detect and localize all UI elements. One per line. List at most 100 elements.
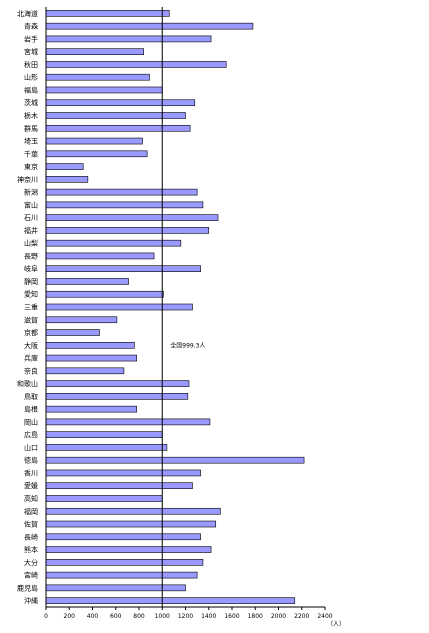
- bar-32: [45, 405, 137, 413]
- category-label-34: 広島: [24, 430, 38, 439]
- bar-13: [45, 163, 84, 170]
- x-tick-label-1: 0: [44, 613, 48, 620]
- category-label-38: 愛媛: [24, 481, 38, 490]
- category-label-24: 三重: [24, 304, 38, 312]
- x-tick-label-12: 2200: [294, 613, 309, 620]
- x-tick-label-8: 1400: [201, 613, 216, 620]
- bar-14: [45, 176, 89, 183]
- x-tick-label-5: 800: [133, 613, 145, 620]
- bar-47: [45, 597, 296, 604]
- bar-44: [45, 559, 204, 566]
- category-label-27: 大阪: [24, 341, 38, 350]
- category-label-26: 京都: [24, 328, 38, 337]
- bars-group: [45, 10, 305, 604]
- bar-19: [45, 239, 182, 247]
- bar-33: [45, 418, 211, 426]
- bar-35: [45, 444, 168, 451]
- bar-22: [45, 278, 129, 285]
- bar-37: [45, 469, 201, 477]
- bar-39: [45, 495, 163, 502]
- reference-annotation: 全国999.3人: [170, 341, 205, 349]
- category-label-17: 石川: [24, 214, 38, 222]
- bar-2: [45, 22, 254, 30]
- category-label-7: 福島: [24, 85, 38, 94]
- bar-40: [45, 507, 221, 515]
- bar-31: [45, 393, 189, 400]
- category-label-21: 岐阜: [24, 264, 38, 273]
- category-label-5: 秋田: [24, 60, 38, 69]
- category-label-25: 滋賀: [24, 315, 38, 324]
- bar-7: [45, 86, 163, 94]
- category-label-11: 埼玉: [24, 137, 38, 146]
- category-label-33: 岡山: [24, 417, 38, 426]
- bar-45: [45, 571, 198, 579]
- category-label-12: 千葉: [24, 149, 38, 158]
- category-label-32: 島根: [24, 405, 38, 414]
- category-label-36: 徳島: [24, 456, 38, 465]
- bar-27: [45, 341, 135, 349]
- category-label-46: 鹿児島: [17, 583, 38, 592]
- bar-17: [45, 214, 219, 221]
- bar-46: [45, 584, 186, 592]
- bar-30: [45, 380, 190, 387]
- x-tick-label-3: 400: [87, 613, 99, 620]
- category-label-22: 静岡: [24, 277, 38, 286]
- category-label-19: 山梨: [24, 239, 38, 248]
- bar-41: [45, 520, 217, 528]
- category-label-9: 栃木: [24, 111, 38, 120]
- bar-36: [45, 456, 305, 464]
- category-label-23: 愛知: [24, 290, 38, 299]
- category-label-28: 兵庫: [24, 354, 38, 363]
- category-label-44: 大分: [24, 558, 38, 567]
- bar-20: [45, 252, 155, 260]
- bar-29: [45, 367, 125, 375]
- category-label-13: 東京: [24, 162, 38, 171]
- category-label-31: 鳥取: [24, 392, 38, 401]
- bar-4: [45, 48, 144, 55]
- category-label-6: 山形: [24, 73, 38, 82]
- x-tick-label-13: 2400: [317, 613, 332, 620]
- x-tick-label-4: 600: [110, 613, 122, 620]
- x-tick-label-10: 1800: [248, 613, 263, 620]
- category-label-47: 沖縄: [24, 596, 38, 605]
- x-tick-label-9: 1600: [224, 613, 239, 620]
- bar-5: [45, 61, 227, 68]
- bar-25: [45, 316, 118, 324]
- bar-3: [45, 35, 212, 43]
- bar-28: [45, 354, 137, 362]
- bar-11: [45, 137, 143, 145]
- category-label-4: 宮城: [24, 47, 38, 56]
- x-tick-label-11: 2000: [271, 613, 286, 620]
- bar-16: [45, 201, 204, 209]
- x-tick-label-2: 200: [64, 613, 76, 620]
- category-labels-group: 北海道青森岩手宮城秋田山形福島茨城栃木群馬埼玉千葉東京神奈川新潟富山石川福井山梨…: [17, 9, 38, 605]
- bar-42: [45, 533, 201, 541]
- category-label-8: 茨城: [24, 98, 38, 107]
- category-label-16: 富山: [24, 200, 38, 209]
- category-label-40: 福岡: [24, 507, 38, 516]
- bar-12: [45, 150, 148, 158]
- bar-8: [45, 99, 196, 107]
- bar-26: [45, 329, 100, 336]
- category-label-15: 新潟: [24, 188, 38, 197]
- category-label-10: 群馬: [24, 124, 38, 133]
- category-label-3: 岩手: [24, 34, 38, 43]
- category-label-42: 長崎: [24, 532, 38, 541]
- x-tick-label-6: 1000: [155, 613, 170, 620]
- bar-15: [45, 188, 198, 196]
- category-label-37: 香川: [24, 468, 38, 477]
- x-ticks-group: 0 200 400 600 800 1000 1200 1400 1600 1800 2000 220…: [44, 607, 333, 620]
- category-label-29: 奈良: [24, 366, 38, 375]
- bar-18: [45, 227, 210, 234]
- category-label-41: 佐賀: [24, 520, 38, 529]
- category-label-43: 熊本: [24, 545, 38, 554]
- category-label-14: 神奈川: [17, 175, 38, 184]
- bar-24: [45, 303, 193, 311]
- x-tick-label-7: 1200: [178, 613, 193, 620]
- bar-1: [45, 10, 170, 17]
- category-label-35: 山口: [24, 443, 38, 452]
- bar-38: [45, 482, 193, 490]
- category-label-20: 長野: [24, 252, 38, 260]
- category-label-45: 宮崎: [24, 571, 38, 580]
